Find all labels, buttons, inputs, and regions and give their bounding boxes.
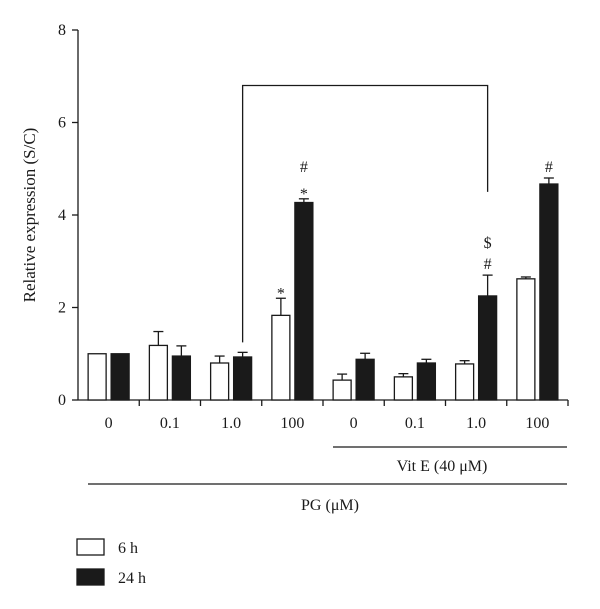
pg-group-label: PG (μM) (301, 497, 359, 514)
y-tick-label: 6 (58, 115, 66, 132)
bar-24h (110, 353, 130, 401)
significance-marker: # (545, 159, 553, 176)
bar-6h (393, 376, 414, 401)
y-axis-ticks: 0 2 4 6 8 (58, 22, 78, 409)
bar-24h (171, 355, 192, 401)
bar-6h (454, 363, 475, 401)
bars: * * # # $ # (87, 159, 559, 401)
x-tick-label: 1.0 (221, 415, 241, 432)
significance-marker: * (300, 186, 308, 203)
comparison-bracket-line (241, 84, 489, 343)
x-tick-label: 0 (350, 415, 358, 432)
x-tick-label: 0.1 (405, 415, 425, 432)
y-axis-label: Relative expression (S/C) (20, 128, 39, 303)
significance-marker: $ (484, 235, 492, 252)
y-tick-label: 8 (58, 22, 66, 39)
legend-label-24h: 24 h (118, 570, 146, 587)
y-tick-label: 4 (58, 207, 66, 224)
bar-6h (209, 362, 230, 401)
y-tick-label: 0 (58, 392, 66, 409)
legend-label-6h: 6 h (118, 540, 138, 557)
x-tick-label: 0.1 (160, 415, 180, 432)
bar-6h (332, 379, 352, 401)
legend-swatch-24h (76, 568, 105, 586)
bar-24h (355, 358, 375, 401)
x-tick-label: 0 (105, 415, 113, 432)
bar-24h (416, 362, 437, 401)
bar-24h (294, 201, 314, 401)
bar-24h (539, 183, 559, 401)
significance-marker: # (300, 159, 308, 176)
bar-6h (148, 344, 169, 401)
legend-swatch-6h (76, 538, 105, 556)
significance-marker: # (484, 256, 492, 273)
significance-marker: * (277, 285, 285, 302)
x-tick-label: 100 (525, 415, 549, 432)
y-tick-label: 2 (58, 300, 66, 317)
comparison-bracket (241, 84, 489, 343)
vit-e-group-label: Vit E (40 μM) (397, 458, 488, 475)
bar-24h (232, 356, 253, 401)
bar-24h (477, 295, 498, 401)
x-tick-label: 100 (280, 415, 304, 432)
x-tick-label: 1.0 (466, 415, 486, 432)
bar-6h (516, 278, 536, 401)
legend: 6 h 24 h (76, 538, 146, 587)
bar-6h (87, 353, 107, 401)
bar-6h (271, 314, 291, 401)
x-axis-tick-labels: 0 0.1 1.0 100 0 0.1 1.0 100 (105, 400, 569, 432)
